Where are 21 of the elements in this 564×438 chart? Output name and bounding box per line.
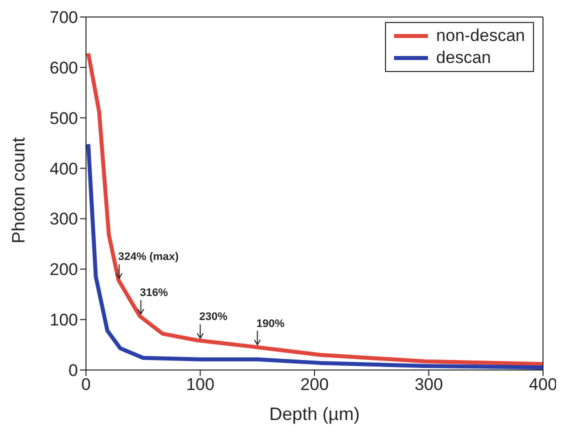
y-tick-label: 100: [50, 310, 78, 330]
y-tick-label: 700: [50, 8, 78, 28]
y-tick-label: 600: [50, 58, 78, 78]
y-tick-label: 200: [50, 260, 78, 280]
legend-label: non-descan: [435, 25, 525, 47]
x-tick-label: 0: [81, 375, 91, 394]
y-tick-label: 400: [50, 159, 78, 178]
annotation: 316%: [140, 287, 168, 300]
annotation: 324% (max): [118, 251, 179, 264]
annotation: 190%: [256, 318, 285, 330]
x-tick-label: 100: [186, 375, 214, 394]
x-tick-label: 200: [300, 375, 329, 394]
y-tick-label: 500: [50, 108, 78, 128]
legend-label: descan: [435, 47, 492, 69]
y-tick-label: 300: [50, 210, 78, 229]
y-tick-label: 0: [68, 361, 78, 380]
line-series: [86, 51, 543, 366]
x-tick-label: 300: [414, 375, 443, 394]
y-axis-title: Photon count: [8, 137, 28, 244]
x-axis-title: Depth (µm): [269, 404, 360, 424]
annotation: 230%: [199, 311, 228, 324]
